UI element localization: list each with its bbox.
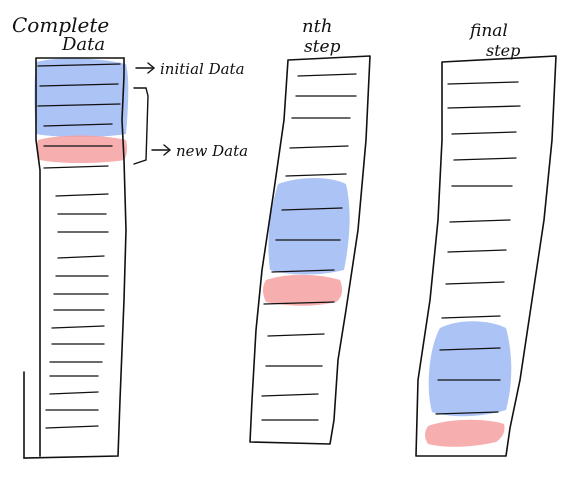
final-step-window-highlight (428, 321, 512, 417)
initial-data-highlight (34, 58, 129, 137)
new-data-highlight (36, 135, 128, 163)
complete-data-column-outline (23, 57, 127, 459)
column-title-complete-line1: Complete (12, 13, 109, 37)
column-final-step: final step (415, 21, 557, 457)
initial-data-arrow (135, 62, 156, 74)
column-title-nth-line1: nth (302, 16, 332, 37)
column-title-nth-line2: step (304, 37, 341, 57)
column-nth-step: nth step (249, 16, 371, 445)
new-data-label: new Data (176, 142, 248, 160)
complete-data-rows (37, 63, 121, 429)
nth-step-window-highlight (268, 178, 350, 275)
nth-step-column-outline (249, 55, 371, 445)
nth-step-rows (261, 73, 357, 421)
final-step-column-outline (415, 55, 557, 457)
column-title-final-line1: final (468, 21, 508, 41)
new-data-bracket (133, 87, 172, 165)
column-complete-data: Complete Data (12, 13, 248, 459)
final-step-rows (435, 81, 521, 415)
initial-data-label: initial Data (160, 60, 245, 78)
column-title-final-line2: step (486, 41, 520, 60)
column-title-complete-line2: Data (61, 34, 105, 55)
final-step-new-highlight (425, 419, 505, 447)
nth-step-new-highlight (263, 274, 343, 306)
